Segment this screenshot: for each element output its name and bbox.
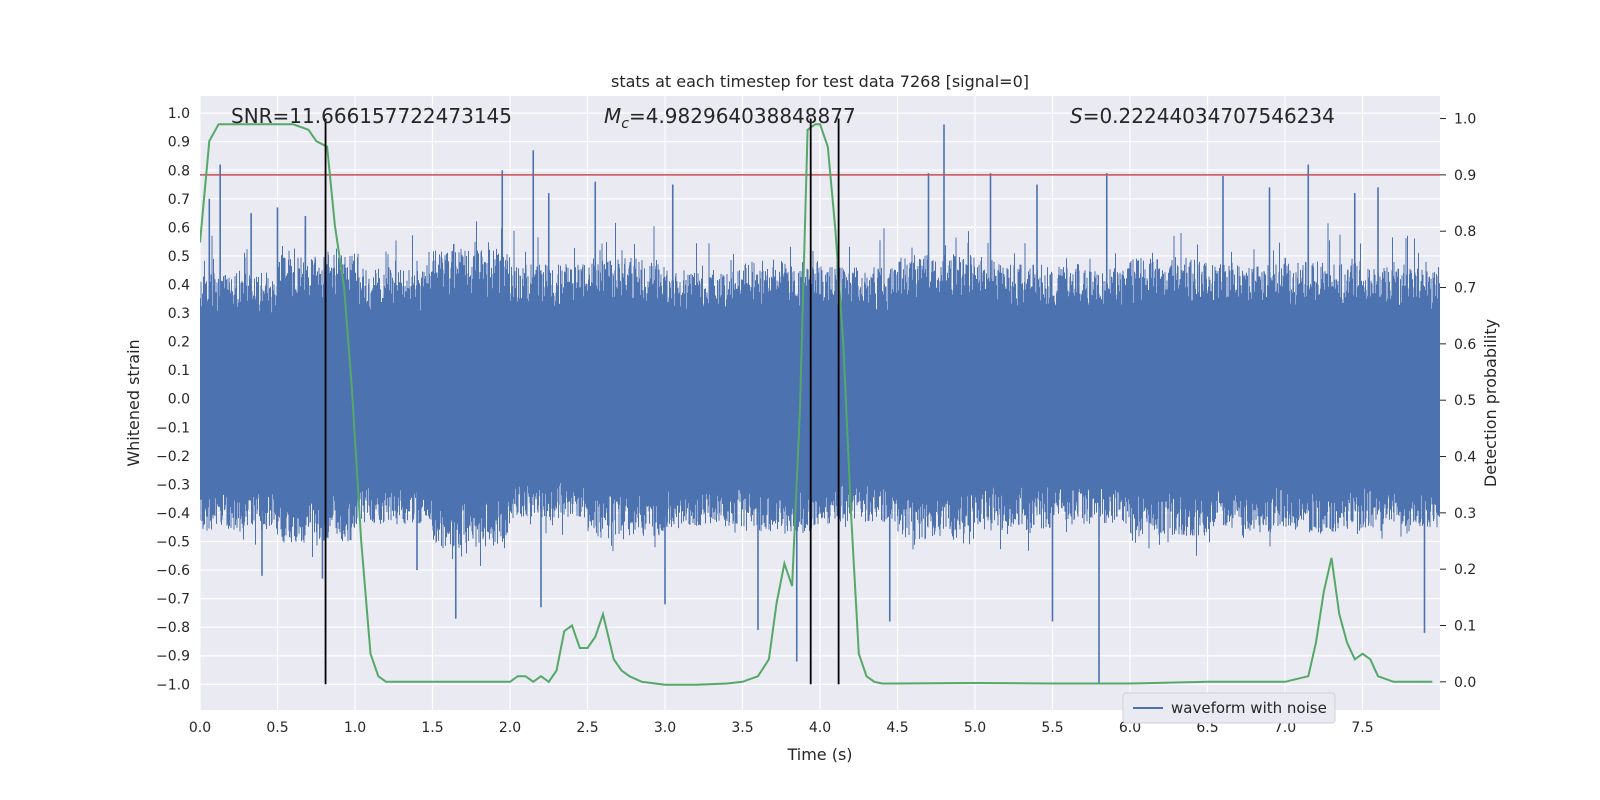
y-tick-label: −1.0: [156, 677, 190, 693]
y2-tick-label: 0.1: [1454, 619, 1476, 635]
x-tick-label: 0.5: [266, 720, 288, 736]
x-tick-label: 6.0: [1119, 720, 1141, 736]
y2-tick-label: 1.0: [1454, 112, 1476, 128]
legend-box: [1122, 692, 1336, 724]
noise-series: [200, 124, 1440, 685]
noise-core: [200, 330, 1440, 473]
y-tick-label: −0.7: [156, 592, 190, 608]
y2-tick-label: 0.6: [1454, 337, 1476, 353]
mc-symbol: M: [604, 104, 621, 128]
x-tick-label: 2.5: [576, 720, 598, 736]
y-axis-label: Whitened strain: [124, 339, 143, 466]
x-tick-label: 4.5: [886, 720, 908, 736]
x-tick-label: 6.5: [1196, 720, 1218, 736]
mc-value: =4.982964038848877: [629, 104, 856, 128]
vertical-markers: [324, 118, 840, 685]
x-axis-label: Time (s): [786, 745, 852, 764]
x-tick-label: 1.5: [421, 720, 443, 736]
x-ticks: 0.0 0.5 1.0 1.5 2.0 2.5 3.0 3.5 4.0 4.5 5.0 5.5 6.0 6…: [189, 720, 1374, 736]
x-tick-label: 5.0: [964, 720, 986, 736]
y-tick-label: 0.6: [168, 220, 190, 236]
y-tick-label: 0.1: [168, 363, 190, 379]
y-tick-label: 0.2: [168, 335, 190, 351]
x-tick-label: 7.0: [1274, 720, 1296, 736]
x-tick-label: 3.0: [654, 720, 676, 736]
mc-annotation: Mc=4.982964038848877: [604, 104, 856, 132]
mc-subscript: c: [621, 116, 629, 132]
x-tick-label: 7.5: [1351, 720, 1373, 736]
x-tick-label: 4.0: [809, 720, 831, 736]
y2-tick-label: 0.5: [1454, 393, 1476, 409]
y2-tick-label: 0.8: [1454, 224, 1476, 240]
x-tick-label: 3.5: [731, 720, 753, 736]
y-tick-label: −0.5: [156, 535, 190, 551]
y-tick-label: 0.9: [168, 135, 190, 151]
y-tick-label: −0.8: [156, 620, 190, 636]
x-tick-label: 1.0: [344, 720, 366, 736]
y2-tick-label: 0.2: [1454, 562, 1476, 578]
y-tick-label: 0.3: [168, 306, 190, 322]
y-tick-label: −0.2: [156, 449, 190, 465]
s-symbol: S: [1070, 104, 1083, 128]
chart-title: stats at each timestep for test data 726…: [611, 72, 1029, 91]
snr-annotation: SNR=11.666157722473145: [231, 104, 512, 128]
y2-tick-label: 0.9: [1454, 168, 1476, 184]
y-ticks: 1.0 0.9 0.8 0.7 0.6 0.5 0.4 0.3 0.2 0.1 0.0 −0.1 −0.…: [156, 106, 190, 693]
x-tick-label: 2.0: [499, 720, 521, 736]
y2-tick-label: 0.0: [1454, 675, 1476, 691]
s-annotation: S=0.22244034707546234: [1070, 104, 1335, 128]
y-tick-label: −0.9: [156, 649, 190, 665]
y-tick-label: −0.4: [156, 506, 190, 522]
probability-series: [200, 123, 1433, 686]
y-tick-label: 0.4: [168, 277, 190, 293]
y2-tick-label: 0.3: [1454, 506, 1476, 522]
legend: waveform with noise: [1122, 692, 1336, 724]
x-tick-label: 0.0: [189, 720, 211, 736]
y-tick-label: 0.7: [168, 192, 190, 208]
y-tick-label: 1.0: [168, 106, 190, 122]
y2-tick-label: 0.4: [1454, 450, 1476, 466]
y-tick-label: 0.0: [168, 392, 190, 408]
y-tick-label: −0.3: [156, 477, 190, 493]
y2-ticks: 0.0 0.1 0.2 0.3 0.4 0.5 0.6 0.7 0.8 0.9 1.0: [1440, 112, 1476, 691]
y-tick-label: −0.6: [156, 563, 190, 579]
s-value: =0.22244034707546234: [1083, 104, 1335, 128]
x-tick-label: 5.5: [1041, 720, 1063, 736]
y2-axis-label: Detection probability: [1481, 319, 1500, 487]
y-tick-label: 0.5: [168, 249, 190, 265]
y-tick-label: 0.8: [168, 163, 190, 179]
y-tick-label: −0.1: [156, 420, 190, 436]
y2-tick-label: 0.7: [1454, 281, 1476, 297]
probability-line: [200, 123, 1433, 686]
legend-entry: waveform with noise: [1171, 699, 1327, 717]
